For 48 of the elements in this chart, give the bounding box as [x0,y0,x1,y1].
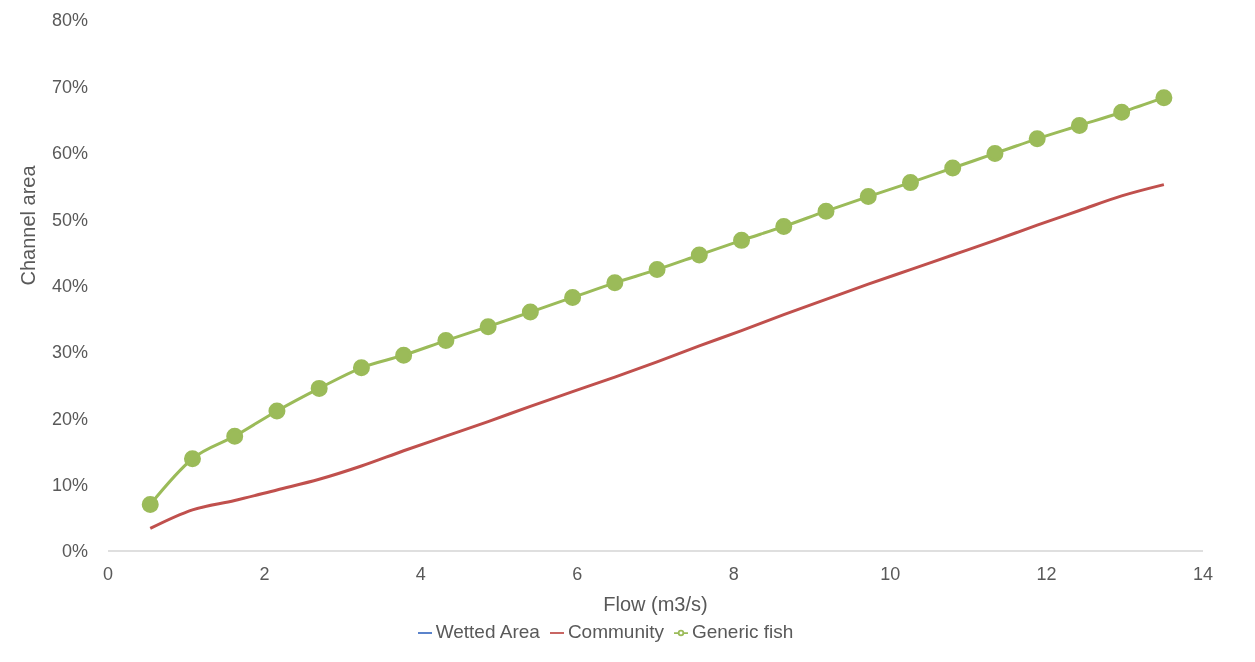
point [437,332,455,350]
y-tick-label: 40% [51,275,88,296]
legend-label: Wetted Area [435,621,540,642]
point [310,379,328,397]
x-axis-title: Flow (m3/s) [603,593,708,615]
point [817,202,835,220]
y-tick-label: 30% [51,342,88,363]
point [1028,130,1046,148]
y-tick-label: 20% [51,408,88,429]
point [1155,89,1173,107]
x-tick-label: 10 [880,563,901,584]
line-series [148,183,1166,530]
point [606,274,624,292]
y-tick-label: 60% [51,143,88,164]
point [944,159,962,177]
point [352,359,370,377]
y-tick-label: 50% [51,209,88,230]
point [775,217,793,235]
x-tick-label: 4 [415,563,426,584]
legend-label: Generic fish [691,621,794,642]
point [648,261,666,279]
point [733,231,751,249]
point [395,346,413,364]
point [226,427,244,445]
point [479,318,497,336]
y-tick-label: 10% [51,475,88,496]
x-tick-label: 6 [572,563,583,584]
point [141,496,159,514]
point [859,188,877,206]
x-tick-label: 0 [102,563,114,584]
x-tick-label: 14 [1192,563,1214,584]
point [1070,117,1088,135]
x-tick-label: 12 [1036,563,1057,584]
y-axis-title: Channel area [17,164,40,286]
point [986,144,1004,162]
x-tick-label: 8 [728,563,739,584]
point [268,402,286,420]
x-tick-label: 2 [259,563,270,584]
point [690,246,708,264]
point [901,174,919,192]
point [521,303,539,321]
y-tick-label: 80% [51,10,88,31]
legend-label: Community [567,621,664,642]
point [183,450,201,468]
y-tick-label: 70% [51,76,88,97]
y-tick-label: 0% [61,541,88,562]
point [564,288,582,306]
point [1113,103,1131,121]
